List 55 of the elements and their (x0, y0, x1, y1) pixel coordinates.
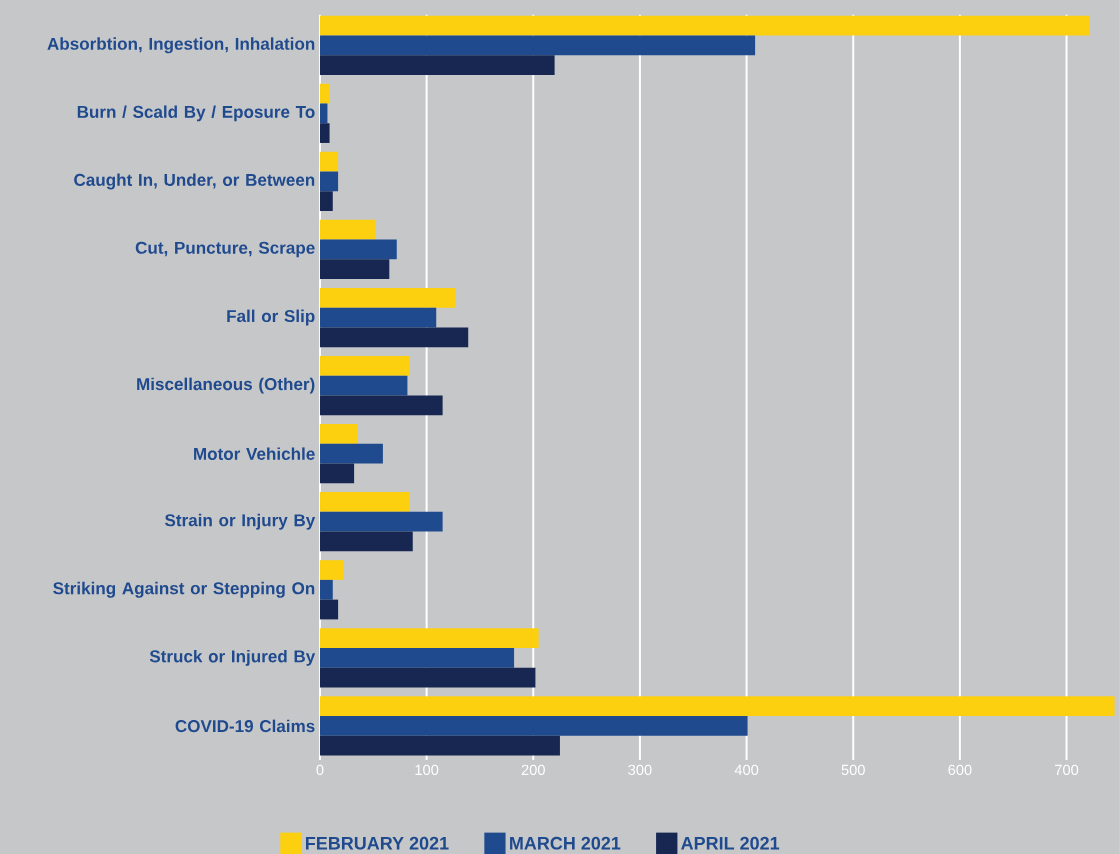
y-tick-label: Motor Vehichle (194, 447, 315, 460)
legend-label: APRIL 2021 (681, 836, 780, 850)
bar (319, 696, 1115, 717)
y-tick-label: Burn / Scald By / Eposure To (77, 105, 315, 122)
x-tick-label: 600 (948, 764, 972, 776)
bar (319, 327, 469, 348)
bar (319, 35, 756, 56)
bar (319, 356, 410, 376)
bar (319, 103, 328, 124)
bar (319, 443, 383, 464)
x-tick-label: 300 (628, 764, 652, 776)
bar (319, 579, 333, 600)
bar (319, 55, 555, 75)
bar (319, 560, 344, 580)
bar (319, 735, 560, 756)
bar (319, 667, 536, 688)
bar (319, 171, 339, 192)
bar (319, 219, 376, 240)
bar (319, 287, 456, 308)
y-tick-label: Miscellaneous (Other) (137, 377, 315, 394)
x-tick-label: 100 (415, 764, 439, 776)
x-tick-label: 0 (316, 764, 324, 776)
y-tick-label: Strain or Injury By (164, 513, 316, 530)
bar (319, 599, 339, 620)
x-tick-label: 700 (1055, 764, 1079, 776)
bar (319, 151, 339, 172)
bar (319, 628, 539, 649)
bar (319, 83, 330, 104)
y-tick-label: Struck or Injured By (149, 649, 316, 666)
bar (319, 239, 397, 260)
bar (319, 259, 390, 280)
x-tick-label: 200 (521, 764, 545, 776)
bar (319, 191, 333, 212)
y-tick-label: Fall or Slip (227, 309, 315, 326)
bar (319, 716, 748, 736)
bar (319, 492, 410, 512)
y-tick-label: Absorbtion, Ingestion, Inhalation (47, 37, 315, 54)
bar (319, 463, 355, 484)
bar (319, 511, 443, 532)
bar (319, 424, 358, 444)
y-tick-label: Caught In, Under, or Between (74, 173, 315, 190)
y-tick-label: Striking Against or Stepping On (53, 581, 315, 598)
bar (319, 375, 408, 396)
bar (319, 531, 413, 552)
bar (319, 307, 437, 328)
legend-label: MARCH 2021 (510, 836, 621, 850)
x-tick-label: 500 (841, 764, 865, 776)
bar (319, 648, 515, 668)
bar (319, 15, 1091, 36)
bar (319, 395, 443, 416)
bar (319, 123, 330, 144)
y-tick-label: COVID-19 Claims (175, 719, 315, 733)
x-tick-label: 400 (734, 764, 759, 776)
legend-label: FEBRUARY 2021 (305, 836, 449, 850)
y-tick-label: Cut, Puncture, Scrape (135, 241, 315, 258)
